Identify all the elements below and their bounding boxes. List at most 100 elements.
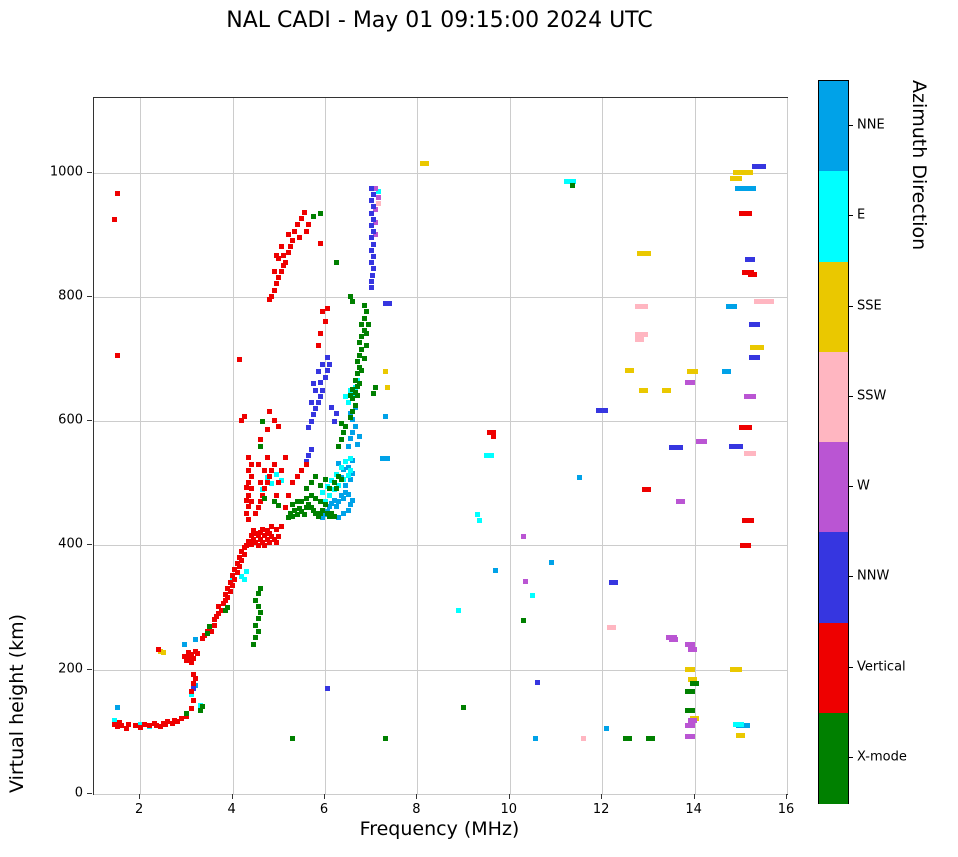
data-point-vertical (320, 309, 326, 315)
data-point-x-mode (350, 386, 356, 392)
data-point-x-mode (354, 371, 360, 377)
data-point-x-mode (361, 303, 367, 309)
data-point-x-mode (308, 492, 314, 498)
data-point-nnw (324, 685, 330, 691)
data-point-vertical (294, 473, 300, 479)
data-point-e (273, 471, 279, 477)
data-point-x-mode (301, 511, 307, 517)
data-point-x-mode (317, 511, 323, 517)
data-point-x-mode (347, 294, 353, 300)
data-point-vertical (248, 542, 254, 548)
data-point-x-mode (304, 495, 310, 501)
data-point-x-mode (331, 514, 337, 520)
data-point-nnw (308, 400, 314, 405)
x-gridline (417, 98, 419, 794)
data-point-nne (380, 455, 390, 461)
colorbar-block-x-mode (819, 712, 848, 804)
data-point-x-mode (297, 505, 303, 511)
x-tick-label: 4 (227, 802, 236, 817)
data-point-w (669, 637, 679, 643)
data-point-vertical (248, 473, 254, 479)
data-point-x-mode (685, 707, 695, 713)
data-point-vertical (188, 651, 194, 657)
data-point-nnw (315, 368, 321, 374)
data-point-x-mode (317, 210, 323, 216)
data-point-nne (347, 477, 353, 483)
data-point-vertical (269, 534, 275, 540)
data-point-vertical (322, 318, 328, 324)
data-point-nne (604, 726, 610, 732)
data-point-x-mode (361, 355, 367, 361)
data-point-w (685, 642, 695, 648)
data-point-nnw (368, 285, 374, 290)
data-point-vertical (255, 533, 261, 538)
data-point-vertical (241, 545, 247, 551)
colorbar-tick (849, 215, 853, 217)
data-point-x-mode (257, 586, 263, 592)
data-point-x-mode (304, 486, 310, 492)
data-point-vertical (273, 539, 279, 545)
x-gridline (509, 98, 511, 794)
data-point-vertical (253, 511, 259, 517)
data-point-x-mode (313, 473, 319, 479)
data-point-vertical (257, 436, 263, 442)
data-point-nne (345, 443, 351, 449)
data-point-vertical (153, 722, 159, 728)
y-gridline (94, 545, 787, 547)
data-point-nnw (729, 443, 744, 449)
data-point-x-mode (350, 299, 356, 305)
data-point-vertical (142, 721, 148, 727)
data-point-nne (336, 460, 342, 466)
data-point-nne (347, 501, 353, 507)
data-point-e (345, 400, 351, 405)
data-point-sse (639, 387, 649, 393)
data-point-vertical (264, 480, 270, 486)
data-point-vertical (273, 253, 279, 259)
data-point-x-mode (294, 511, 300, 517)
data-point-vertical (239, 418, 245, 423)
data-point-vertical (262, 533, 268, 538)
data-point-sse (625, 367, 635, 373)
data-point-vertical (641, 487, 651, 492)
data-point-vertical (114, 724, 120, 730)
data-point-x-mode (336, 473, 342, 479)
data-point-vertical (292, 228, 298, 234)
data-point-nnw (368, 278, 374, 284)
data-point-vertical (200, 636, 206, 642)
data-point-x-mode (253, 597, 259, 603)
data-point-vertical (267, 473, 273, 479)
x-tick-label: 2 (135, 802, 144, 817)
data-point-w (744, 393, 756, 399)
data-point-e (239, 574, 245, 579)
data-point-vertical (267, 296, 273, 302)
data-point-vertical (237, 356, 243, 362)
data-point-vertical (211, 623, 217, 629)
data-point-vertical (243, 510, 249, 516)
colorbar-tick (849, 305, 853, 307)
x-tick-mark (786, 794, 787, 799)
data-point-w (521, 533, 527, 539)
data-point-sse (736, 732, 746, 738)
data-point-nne (193, 637, 199, 643)
data-point-vertical (209, 628, 215, 634)
data-point-e (343, 393, 349, 399)
data-point-vertical (156, 646, 162, 652)
data-point-ssw (634, 331, 649, 337)
data-point-vertical (267, 539, 273, 545)
data-point-nnw (317, 393, 323, 399)
data-point-nne (576, 474, 582, 480)
data-point-vertical (278, 467, 284, 473)
colorbar-tick (849, 756, 853, 758)
data-point-x-mode (357, 340, 363, 346)
data-point-x-mode (257, 610, 263, 615)
data-point-x-mode (250, 642, 256, 648)
data-point-x-mode (334, 260, 340, 266)
x-gridline (232, 98, 234, 794)
data-point-sse (384, 384, 390, 390)
data-point-vertical (285, 231, 291, 237)
data-point-vertical (299, 467, 305, 473)
data-point-x-mode (276, 502, 282, 508)
data-point-vertical (299, 216, 305, 222)
colorbar-block-vertical (819, 622, 848, 714)
data-point-vertical (306, 222, 312, 228)
